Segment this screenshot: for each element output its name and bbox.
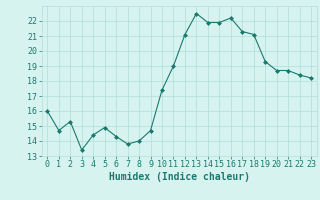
X-axis label: Humidex (Indice chaleur): Humidex (Indice chaleur) [109, 172, 250, 182]
